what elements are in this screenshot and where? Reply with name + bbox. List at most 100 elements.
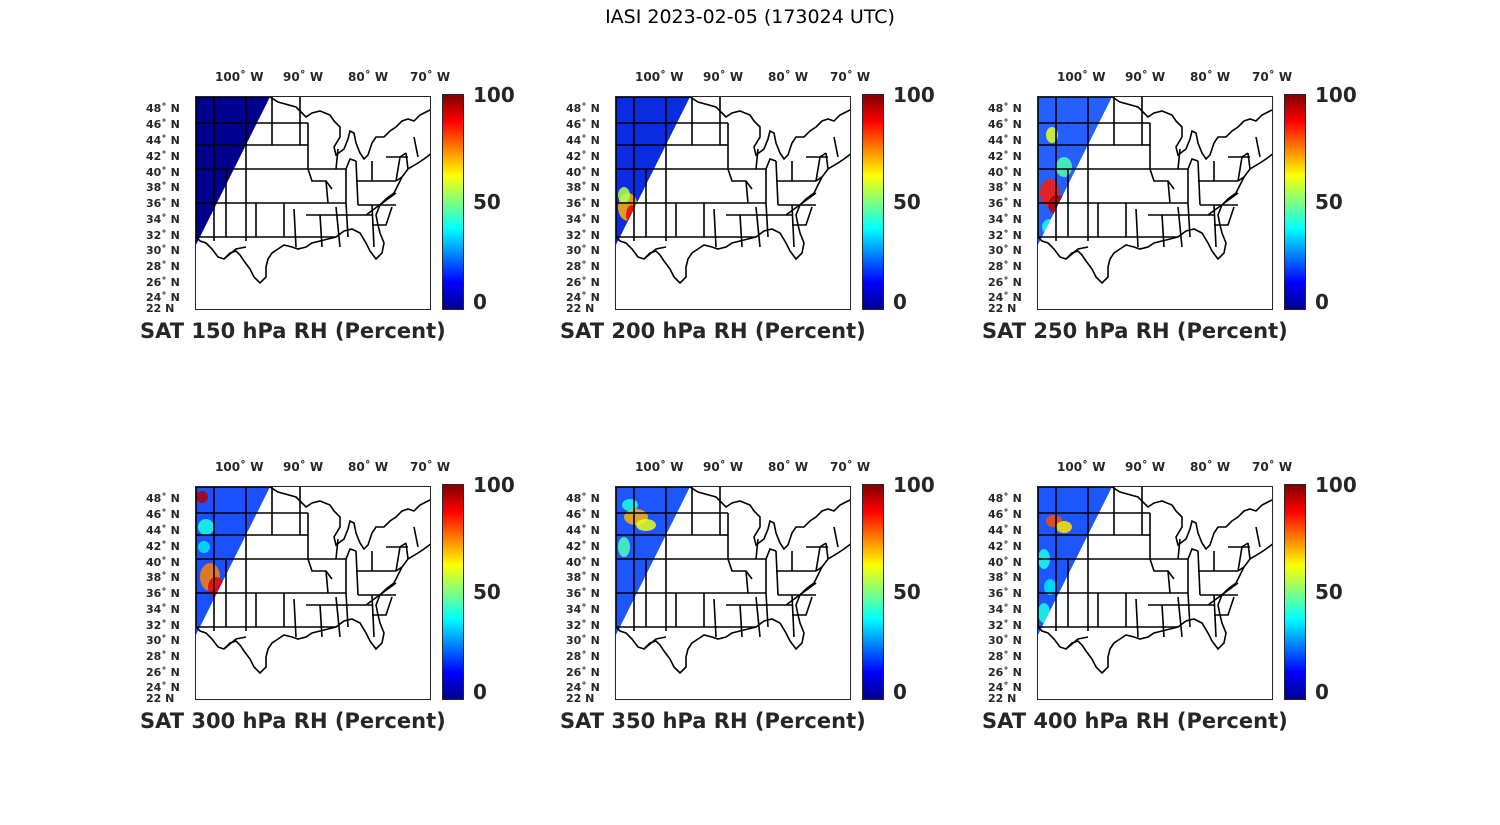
panel-title: SAT 200 hPa RH (Percent): [560, 319, 866, 343]
state-boundary-line: [371, 204, 375, 248]
state-boundary-line: [792, 596, 813, 616]
map-plot-area: [615, 96, 851, 310]
state-boundary-line: [1237, 176, 1245, 182]
state-boundaries: [1038, 97, 1261, 260]
lat-tick-label: 46˚ N: [988, 508, 1022, 521]
colorbar-tick-label: 50: [1315, 190, 1343, 214]
lat-tick-label: 46˚ N: [988, 118, 1022, 131]
state-boundary-line: [307, 168, 333, 190]
map-plot-area: [1037, 486, 1273, 700]
colorbar: [1284, 94, 1306, 310]
state-boundary-line: [775, 550, 779, 596]
lon-tick-label: 80˚ W: [1190, 70, 1231, 84]
lat-tick-label: 28˚ N: [988, 650, 1022, 663]
lon-tick-label: 70˚ W: [830, 460, 871, 474]
state-boundary-line: [727, 168, 753, 190]
panel-title: SAT 300 hPa RH (Percent): [140, 709, 446, 733]
lat-tick-label: 38˚ N: [988, 571, 1022, 584]
map-svg: [616, 97, 850, 285]
state-boundary-line: [1167, 570, 1171, 594]
lat-tick-label: 32˚ N: [566, 229, 600, 242]
lat-tick-label: 38˚ N: [988, 181, 1022, 194]
rh-moist-region: [198, 519, 214, 535]
lat-tick-label: 30˚ N: [146, 244, 180, 257]
colorbar-tick-label: 100: [1315, 83, 1357, 107]
lat-tick-label: 40˚ N: [146, 166, 180, 179]
lat-tick-label: 48˚ N: [566, 492, 600, 505]
state-boundary-line: [405, 152, 409, 170]
state-boundary-line: [319, 214, 323, 248]
lat-tick-label: 22 N: [566, 692, 595, 705]
rh-swath: [616, 97, 690, 245]
map-panel-200hpa: 100˚ W 90˚ W 80˚ W 70˚ W 48˚ N 46˚ N 44˚ N 42˚ …: [560, 70, 935, 370]
lon-tick-label: 100˚ W: [1057, 460, 1106, 474]
state-boundary-line: [815, 176, 823, 182]
state-boundary-line: [335, 596, 341, 638]
state-boundary-line: [1207, 582, 1239, 606]
state-boundary-line: [815, 566, 823, 572]
lat-tick-label: 34˚ N: [988, 213, 1022, 226]
state-boundary-line: [1207, 192, 1239, 216]
state-boundary-line: [739, 214, 743, 248]
rh-swath: [196, 487, 270, 635]
lat-tick-label: 42˚ N: [566, 150, 600, 163]
lat-tick-label: 26˚ N: [146, 276, 180, 289]
map-plot-area: [1037, 96, 1273, 310]
state-boundary-line: [345, 548, 357, 560]
colorbar-tick-label: 50: [893, 190, 921, 214]
state-boundary-line: [345, 592, 349, 628]
colorbar-tick-label: 100: [893, 83, 935, 107]
state-boundary-line: [643, 246, 667, 260]
state-boundary-line: [739, 604, 743, 638]
lat-tick-label: 36˚ N: [146, 197, 180, 210]
lon-tick-label: 90˚ W: [1125, 70, 1166, 84]
lon-tick-label: 70˚ W: [830, 70, 871, 84]
lat-tick-label: 30˚ N: [988, 244, 1022, 257]
rh-moist-region: [1046, 127, 1058, 143]
colorbar-tick-label: 0: [1315, 290, 1329, 314]
state-boundary-line: [1065, 246, 1089, 260]
panel-title: SAT 150 hPa RH (Percent): [140, 319, 446, 343]
state-boundary-line: [372, 596, 393, 616]
lat-tick-label: 30˚ N: [988, 634, 1022, 647]
state-boundaries: [196, 487, 419, 650]
state-boundary-line: [1187, 592, 1191, 628]
state-boundary-line: [365, 192, 397, 216]
colorbar-tick-label: 0: [893, 680, 907, 704]
lat-tick-label: 32˚ N: [988, 229, 1022, 242]
state-boundary-line: [325, 180, 329, 204]
lat-tick-label: 22 N: [146, 302, 175, 315]
rh-moist-region: [1056, 521, 1072, 533]
rh-moist-region: [1044, 579, 1056, 595]
colorbar: [442, 94, 464, 310]
state-boundary-line: [1247, 152, 1251, 170]
lat-tick-label: 24˚ N: [566, 681, 600, 694]
map-panel-150hpa: 100˚ W 90˚ W 80˚ W 70˚ W 48˚ N 46˚ N 44˚ N 42˚ …: [140, 70, 515, 370]
lon-tick-label: 100˚ W: [635, 70, 684, 84]
state-boundary-line: [355, 160, 359, 206]
lat-tick-label: 44˚ N: [988, 134, 1022, 147]
lon-tick-label: 70˚ W: [410, 460, 451, 474]
lon-tick-label: 100˚ W: [215, 460, 264, 474]
state-boundary-line: [713, 598, 717, 638]
lat-tick-label: 22 N: [146, 692, 175, 705]
colorbar-tick-label: 0: [1315, 680, 1329, 704]
state-boundaries: [616, 487, 839, 650]
lat-tick-label: 32˚ N: [146, 619, 180, 632]
colorbar-tick-label: 50: [893, 580, 921, 604]
lat-tick-label: 42˚ N: [988, 150, 1022, 163]
lat-tick-label: 36˚ N: [146, 587, 180, 600]
map-plot-area: [195, 486, 431, 700]
state-boundary-line: [765, 202, 769, 238]
state-boundary-line: [345, 158, 357, 170]
state-boundary-line: [825, 152, 829, 170]
rh-moist-region: [618, 537, 630, 557]
state-boundary-line: [775, 160, 779, 206]
lat-tick-label: 32˚ N: [566, 619, 600, 632]
state-boundaries: [1038, 487, 1261, 650]
state-boundary-line: [223, 636, 247, 650]
lat-tick-label: 38˚ N: [146, 571, 180, 584]
lat-tick-label: 26˚ N: [566, 276, 600, 289]
state-boundary-line: [1161, 604, 1165, 638]
lat-tick-label: 26˚ N: [988, 666, 1022, 679]
